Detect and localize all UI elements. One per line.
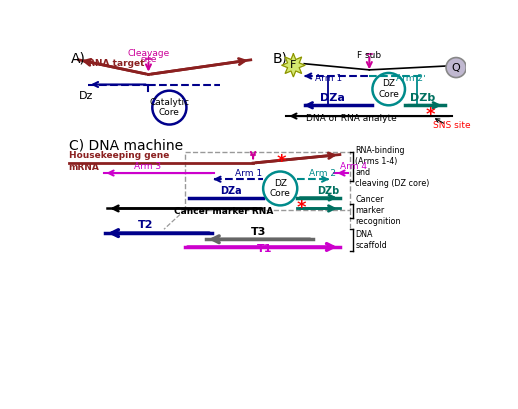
Text: T1: T1 xyxy=(257,244,272,254)
Text: SNS site: SNS site xyxy=(433,121,470,130)
Text: *: * xyxy=(426,106,435,124)
Text: Dz: Dz xyxy=(79,91,93,101)
Text: DZ
Core: DZ Core xyxy=(270,179,291,198)
Text: DZa: DZa xyxy=(320,93,344,103)
Text: Arm 1: Arm 1 xyxy=(315,74,342,83)
Text: Arm 2: Arm 2 xyxy=(309,169,336,178)
Text: DZb: DZb xyxy=(410,93,436,103)
Text: Catalytic
Core: Catalytic Core xyxy=(149,98,190,117)
Polygon shape xyxy=(282,54,305,77)
Text: Cancer
marker
recognition: Cancer marker recognition xyxy=(355,195,401,226)
Text: Arm 1: Arm 1 xyxy=(235,169,263,178)
Text: DZa: DZa xyxy=(220,186,241,196)
Text: Arm 2: Arm 2 xyxy=(396,74,423,83)
Text: Arm 3: Arm 3 xyxy=(135,162,162,171)
Text: F: F xyxy=(290,60,297,70)
Text: Arm 4: Arm 4 xyxy=(340,162,367,171)
Circle shape xyxy=(446,58,466,78)
Text: site: site xyxy=(140,55,157,64)
Text: A): A) xyxy=(71,52,86,65)
Text: Housekeeping gene
mRNA: Housekeeping gene mRNA xyxy=(68,151,169,172)
Text: *: * xyxy=(277,153,286,171)
Text: DNA
scaffold: DNA scaffold xyxy=(355,230,387,250)
Text: F sub: F sub xyxy=(357,51,381,60)
Text: T2: T2 xyxy=(138,220,154,231)
Text: DZb: DZb xyxy=(316,186,339,196)
Text: Cancer marker RNA: Cancer marker RNA xyxy=(174,207,274,216)
Text: B): B) xyxy=(272,52,287,65)
Text: C) DNA machine: C) DNA machine xyxy=(68,138,183,153)
Text: Cleavage: Cleavage xyxy=(127,49,169,58)
Text: T3: T3 xyxy=(251,227,266,237)
Text: RNA target: RNA target xyxy=(88,59,145,68)
Text: DNA or RNA analyte: DNA or RNA analyte xyxy=(306,115,397,124)
Text: RNA-binding
(Arms 1-4)
and
cleaving (DZ core): RNA-binding (Arms 1-4) and cleaving (DZ … xyxy=(355,146,430,188)
Text: *: * xyxy=(296,199,306,217)
Text: Q: Q xyxy=(452,63,461,72)
Text: DZ
Core: DZ Core xyxy=(378,79,399,99)
